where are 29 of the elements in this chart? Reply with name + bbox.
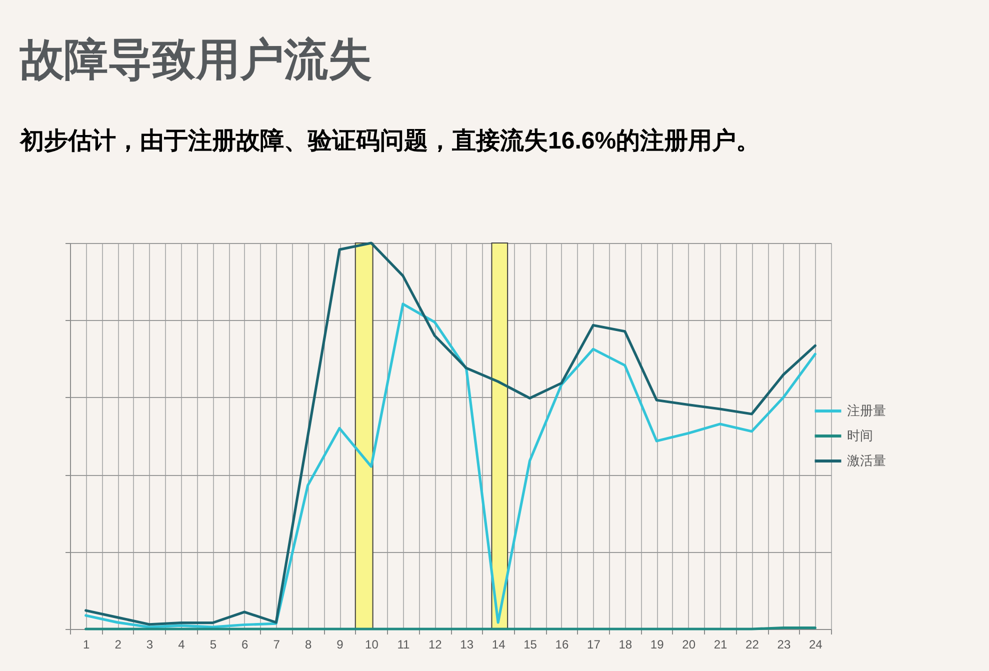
x-tick-label: 1: [83, 638, 90, 652]
x-tick-label: 9: [336, 638, 344, 652]
x-tick-label: 11: [397, 638, 410, 652]
x-tick-label: 12: [428, 638, 442, 652]
x-tick-label: 3: [146, 638, 154, 652]
x-tick-label: 15: [524, 638, 538, 652]
x-tick-label: 16: [555, 638, 569, 652]
x-tick-label: 7: [273, 638, 280, 652]
x-tick-label: 5: [210, 638, 217, 652]
x-tick-label: 23: [777, 638, 791, 652]
x-tick-label: 8: [304, 638, 312, 652]
x-tick-label: 13: [460, 638, 474, 652]
x-tick-label: 2: [114, 638, 122, 652]
x-tick-label: 22: [746, 638, 760, 652]
chart-subtitle: 初步估计，由于注册故障、验证码问题，直接流失16.6%的注册用户。: [19, 128, 760, 155]
x-tick-label: 10: [365, 638, 379, 652]
legend-label: 时间: [847, 428, 873, 443]
x-tick-label: 6: [242, 638, 249, 652]
legend-label: 注册量: [847, 403, 886, 418]
x-tick-label: 19: [650, 638, 664, 652]
x-tick-label: 18: [618, 638, 632, 652]
x-tick-label: 21: [714, 638, 728, 652]
x-tick-label: 17: [587, 638, 601, 652]
x-tick-label: 4: [178, 638, 186, 652]
chart-title: 故障导致用户流失: [19, 36, 372, 85]
x-tick-label: 20: [682, 638, 696, 652]
x-tick-label: 14: [492, 638, 506, 652]
x-tick-label: 24: [808, 638, 823, 652]
legend-label: 激活量: [847, 453, 886, 468]
